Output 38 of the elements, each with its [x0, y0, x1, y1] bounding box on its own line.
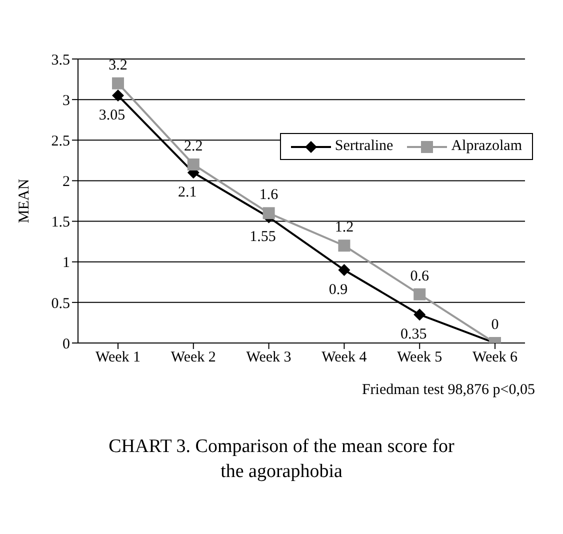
- x-tick-label: Week 4: [322, 350, 368, 366]
- point: [112, 90, 124, 102]
- caption: CHART 3. Comparison of the mean score for the agoraphobia: [108, 435, 456, 484]
- legend-label: Alprazolam: [451, 138, 522, 155]
- point: [338, 240, 350, 252]
- y-tick-label: 1: [62, 255, 70, 272]
- point: [112, 77, 124, 90]
- x-tick-label: Week 3: [246, 350, 292, 366]
- y-axis-title: MEAN: [16, 178, 32, 224]
- data-label: 0.35: [400, 326, 427, 343]
- data-label: 0.6: [410, 268, 430, 284]
- data-label: 2.2: [184, 138, 203, 154]
- y-tick-label: 1.5: [51, 214, 70, 231]
- y-tick-label: 3.5: [51, 52, 70, 68]
- data-label: 3.2: [108, 57, 128, 74]
- data-label: 1.55: [250, 229, 276, 246]
- data-label: 3.05: [98, 108, 126, 124]
- y-tick-label: 0: [62, 336, 70, 352]
- text: Friedman test 98,876 p<0,05: [360, 382, 536, 399]
- x-tick-label: Week 1: [95, 350, 141, 366]
- x-tick-label: Week 6: [472, 350, 518, 366]
- data-label: 1.2: [334, 220, 354, 236]
- point: [414, 308, 426, 321]
- x-tick-label: Week 5: [397, 350, 442, 366]
- point: [414, 288, 426, 300]
- data-label: 2.1: [178, 184, 197, 201]
- y-tick-label: 2: [62, 174, 70, 190]
- point: [187, 158, 200, 170]
- data-label: 0.9: [328, 282, 348, 298]
- y-tick-label: 0.5: [51, 296, 70, 312]
- point: [262, 207, 275, 220]
- data-label: 0: [491, 317, 499, 333]
- point: [338, 264, 350, 276]
- y-tick-label: 3: [62, 92, 70, 109]
- y-tick-label: 2.5: [51, 133, 70, 150]
- x-tick-label: Week 2: [170, 350, 216, 366]
- data-label: 1.6: [259, 187, 279, 204]
- legend-label: Sertraline: [334, 138, 394, 155]
